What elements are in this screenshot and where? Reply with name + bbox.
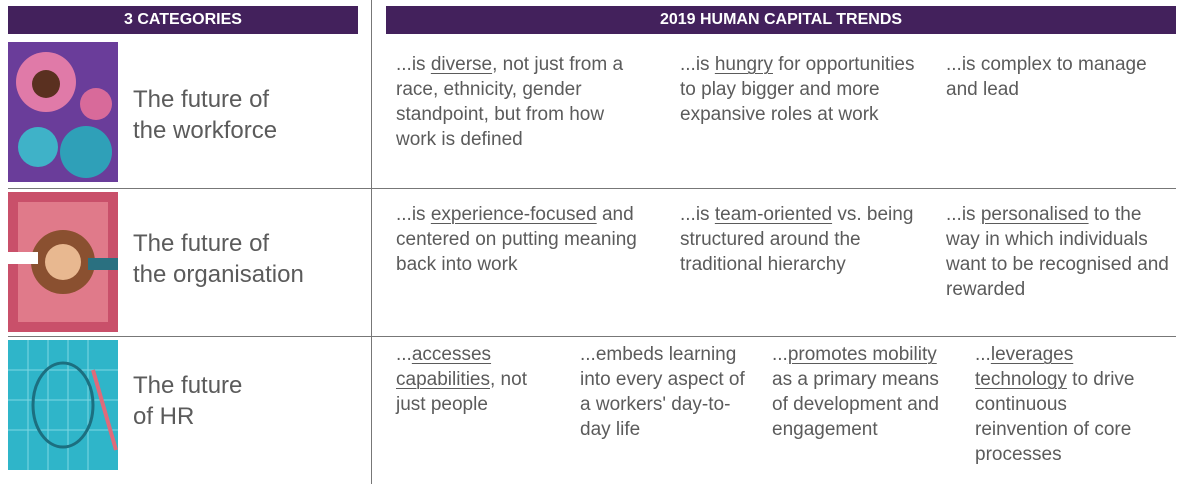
category: The future of the workforce <box>133 84 277 146</box>
text: ...is complex to manage and lead <box>946 54 1147 100</box>
divider <box>371 0 372 484</box>
header-right: 2019 HUMAN CAPITAL TRENDS <box>386 6 1176 34</box>
category: The future of HR <box>133 370 242 432</box>
text: vs. being structured around the traditio… <box>680 204 914 275</box>
text: and centered on putting meaning back int… <box>396 204 637 275</box>
underlined-text: accesses capabilities <box>396 344 492 390</box>
divider <box>8 336 1176 337</box>
trend: ...is complex to manage and lead <box>946 52 1178 102</box>
text: ...is <box>680 204 715 225</box>
category-line: The future <box>133 372 243 399</box>
trend: ...is personalised to the way in which i… <box>946 202 1178 302</box>
underlined-text: experience-focused <box>430 204 597 225</box>
underlined-text: hungry <box>714 54 773 75</box>
trend: ...is hungry for opportunities to play b… <box>680 52 920 127</box>
underlined-text: personalised <box>980 204 1089 225</box>
text: ... <box>396 344 412 365</box>
illustration <box>8 340 118 470</box>
text: to drive continuous reinvention of core … <box>975 369 1135 465</box>
trend: ...leverages technology to drive continu… <box>975 342 1155 467</box>
text: ...is <box>396 54 431 75</box>
category-line: the organisation <box>133 261 304 288</box>
illustration <box>8 42 118 182</box>
text: ...is <box>396 204 431 225</box>
trend: ...is experience-focused and centered on… <box>396 202 646 277</box>
header-left: 3 CATEGORIES <box>8 6 358 34</box>
divider <box>8 188 1176 189</box>
row: The future of the organisation ...is expe… <box>0 192 1184 334</box>
trend: ...embeds learning into every aspect of … <box>580 342 750 442</box>
row: The future of HR ...accesses capabilities… <box>0 340 1184 480</box>
text: to the way in which individuals want to … <box>946 204 1169 300</box>
text: ... <box>975 344 991 365</box>
text: , not just people <box>396 369 527 415</box>
text: ...embeds learning into every aspect of … <box>580 344 745 440</box>
illustration <box>8 192 118 332</box>
category-line: The future of <box>133 86 270 113</box>
text: for opportunities to play bigger and mor… <box>680 54 915 125</box>
trend: ...accesses capabilities, not just peopl… <box>396 342 556 417</box>
underlined-text: diverse <box>430 54 493 75</box>
category: The future of the organisation <box>133 228 304 290</box>
text: ... <box>772 344 788 365</box>
row: The future of the workforce ...is diverse… <box>0 42 1184 186</box>
underlined-text: leverages technology <box>975 344 1074 390</box>
text: ...is <box>680 54 715 75</box>
underlined-text: promotes mobility <box>787 344 937 365</box>
category-line: of HR <box>133 403 195 430</box>
text: as a primary means of development and en… <box>772 369 939 440</box>
text: , not just from a race, ethnicity, gende… <box>396 54 624 150</box>
underlined-text: team-oriented <box>714 204 833 225</box>
category-line: The future of <box>133 230 270 257</box>
trend: ...promotes mobility as a primary means … <box>772 342 952 442</box>
category-line: the workforce <box>133 117 278 144</box>
trend: ...is diverse, not just from a race, eth… <box>396 52 646 152</box>
trend: ...is team-oriented vs. being structured… <box>680 202 920 277</box>
text: ...is <box>946 204 981 225</box>
